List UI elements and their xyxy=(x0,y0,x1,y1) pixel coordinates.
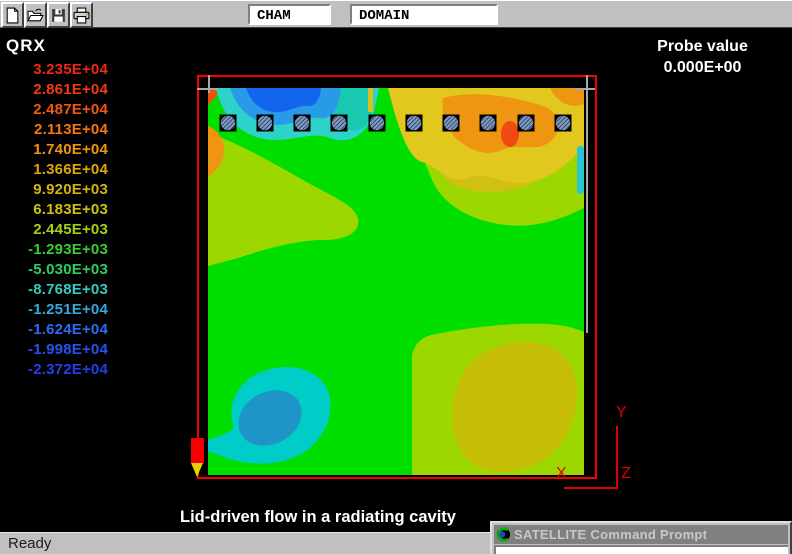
monitor-sphere-icon xyxy=(369,115,385,131)
legend-value: -1.998E+04 xyxy=(28,341,108,358)
package-field-frame xyxy=(248,4,331,25)
contour-region xyxy=(368,88,373,112)
x-axis-line xyxy=(564,487,618,489)
open-file-button[interactable] xyxy=(24,2,47,28)
y-axis-line xyxy=(616,426,618,489)
monitor-sphere-icon xyxy=(480,115,496,131)
legend-value: 9.920E+03 xyxy=(33,181,108,198)
monitor-sphere-icon xyxy=(294,115,310,131)
monitor-sphere-icon xyxy=(257,115,273,131)
printer-icon xyxy=(73,7,90,23)
y-axis-label: Y xyxy=(616,404,627,421)
command-window-titlebar[interactable]: SATELLITE Command Prompt xyxy=(494,525,788,544)
contour-region xyxy=(501,121,519,147)
legend-value: 1.366E+04 xyxy=(33,161,108,178)
legend-value: 2.113E+04 xyxy=(34,121,108,138)
contour-region xyxy=(442,94,559,153)
legend-variable-title: QRX xyxy=(6,36,46,55)
save-file-button[interactable] xyxy=(47,2,70,28)
probe-value-display: Probe value 0.000E+00 xyxy=(645,38,760,77)
status-text: Ready xyxy=(8,535,52,552)
command-window-title: SATELLITE Command Prompt xyxy=(514,527,708,542)
contour-region xyxy=(208,133,359,266)
monitor-sphere-icon xyxy=(555,115,571,131)
legend-value: -1.624E+04 xyxy=(28,321,108,338)
legend-value: 2.861E+04 xyxy=(33,81,108,98)
probe-marker-tip xyxy=(191,463,203,477)
legend-value: 2.487E+04 xyxy=(33,101,108,118)
z-axis-label: Z xyxy=(621,465,631,482)
print-button[interactable] xyxy=(70,2,93,28)
monitor-markers-row xyxy=(219,114,572,132)
legend-value: 1.740E+04 xyxy=(33,141,108,158)
satellite-icon xyxy=(496,527,511,542)
probe-value-number: 0.000E+00 xyxy=(663,59,742,76)
corner-mark xyxy=(197,88,218,90)
contour-region xyxy=(208,126,225,176)
object-field-frame xyxy=(350,4,498,25)
legend-value: -5.030E+03 xyxy=(28,261,108,278)
save-floppy-icon xyxy=(52,8,65,22)
legend-value: -8.768E+03 xyxy=(28,281,108,298)
contour-field[interactable] xyxy=(208,88,584,475)
domain-frame xyxy=(197,75,597,479)
contour-plot[interactable] xyxy=(191,75,597,479)
command-window-content[interactable] xyxy=(494,545,788,554)
corner-mark xyxy=(574,88,595,90)
contour-region xyxy=(238,390,302,446)
contour-region xyxy=(550,88,584,106)
probe-value-label: Probe value xyxy=(657,38,748,55)
satellite-command-prompt-window[interactable]: SATELLITE Command Prompt xyxy=(490,521,792,554)
monitor-sphere-icon xyxy=(443,115,459,131)
legend-value: -1.293E+03 xyxy=(28,241,108,258)
contour-region xyxy=(208,88,219,104)
package-name-input[interactable] xyxy=(250,7,329,25)
object-name-input[interactable] xyxy=(352,7,496,25)
open-folder-icon xyxy=(27,8,44,21)
corner-mark xyxy=(208,75,210,93)
legend-entries: 3.235E+04 2.861E+04 2.487E+04 2.113E+04 1.74… xyxy=(2,60,110,380)
monitor-sphere-icon xyxy=(331,115,347,131)
contour-region xyxy=(452,342,577,472)
plot-caption: Lid-driven flow in a radiating cavity xyxy=(180,508,456,526)
legend-value: -2.372E+04 xyxy=(28,361,108,378)
contour-legend: QRX 3.235E+04 2.861E+04 2.487E+04 2.113E+04… xyxy=(2,36,110,380)
legend-value: 6.183E+03 xyxy=(33,201,108,218)
toolbar xyxy=(0,0,792,28)
probe-marker[interactable] xyxy=(191,438,204,463)
x-axis-label: X xyxy=(556,465,567,482)
new-document-icon xyxy=(6,7,19,23)
domain-edge-line xyxy=(586,75,588,333)
contour-region xyxy=(246,88,321,113)
graphics-viewport[interactable]: QRX 3.235E+04 2.861E+04 2.487E+04 2.113E+04… xyxy=(0,28,792,532)
monitor-sphere-icon xyxy=(220,115,236,131)
monitor-sphere-icon xyxy=(518,115,534,131)
legend-value: 2.445E+03 xyxy=(33,221,108,238)
legend-value: -1.251E+04 xyxy=(28,301,108,318)
legend-value: 3.235E+04 xyxy=(33,61,108,78)
monitor-sphere-icon xyxy=(406,115,422,131)
new-file-button[interactable] xyxy=(1,2,24,28)
contour-region xyxy=(577,146,584,194)
